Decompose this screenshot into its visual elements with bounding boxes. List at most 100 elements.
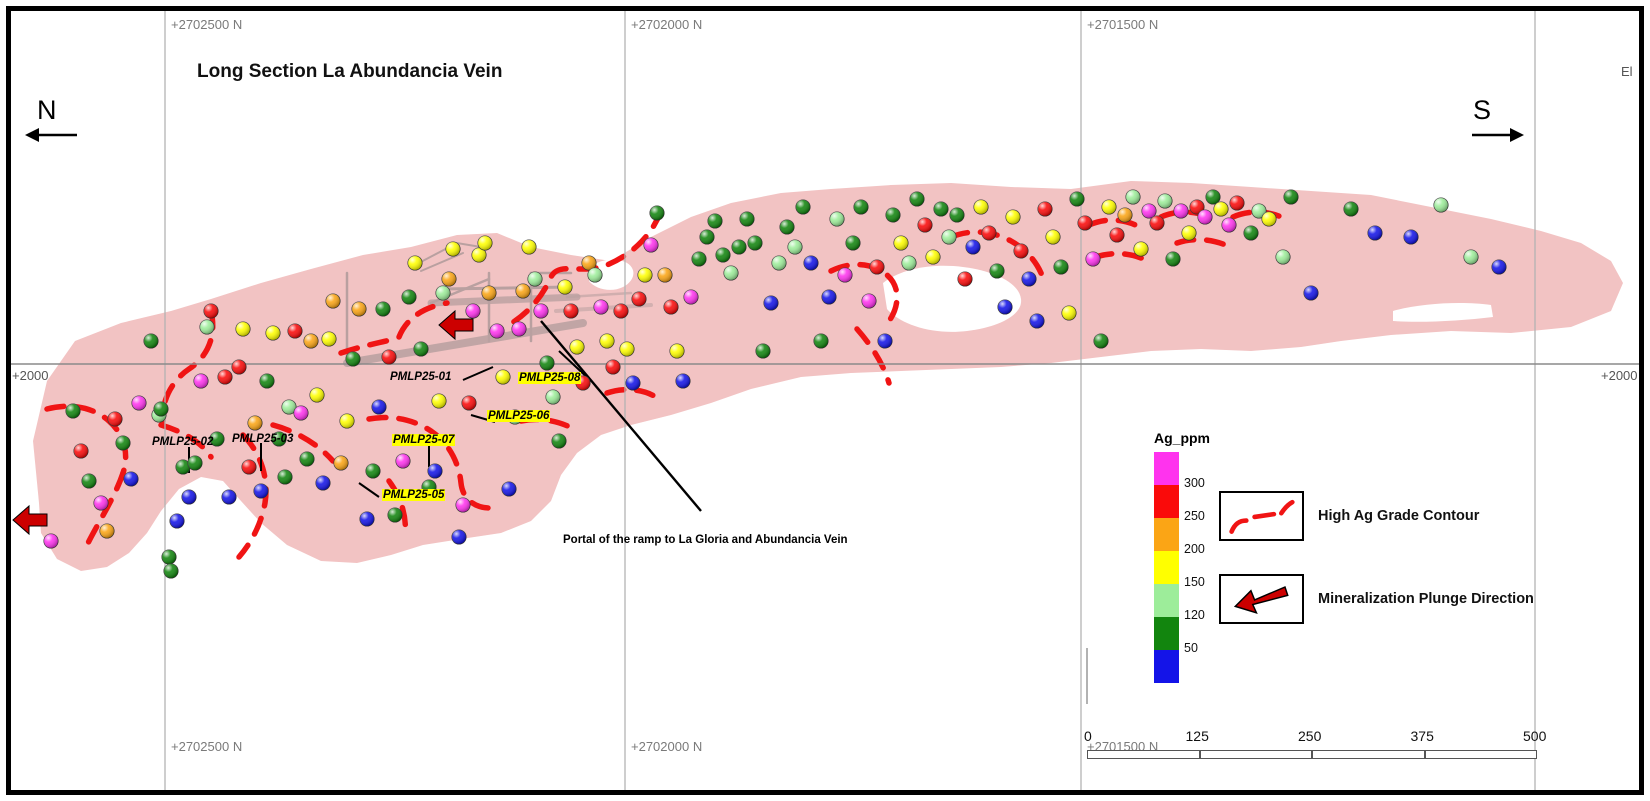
drillhole-label-pmlp25-07[interactable]: PMLP25-07 [392, 434, 456, 446]
assay-point [241, 459, 257, 475]
assay-point [1061, 305, 1077, 321]
assay-point [345, 351, 361, 367]
assay-point [359, 511, 375, 527]
assay-point [1205, 189, 1221, 205]
assay-point [271, 431, 287, 447]
assay-point [123, 471, 139, 487]
assay-point [813, 333, 829, 349]
assay-point [309, 387, 325, 403]
assay-point [643, 237, 659, 253]
legend-label-plunge: Mineralization Plunge Direction [1318, 591, 1534, 607]
assay-point [465, 303, 481, 319]
assay-point [221, 489, 237, 505]
assay-point [131, 395, 147, 411]
assay-point [731, 239, 747, 255]
assay-point [143, 333, 159, 349]
drillhole-label-pmlp25-08[interactable]: PMLP25-08 [518, 372, 582, 384]
assay-point [161, 549, 177, 565]
assay-point [1343, 201, 1359, 217]
assay-point [501, 481, 517, 497]
assay-point [675, 373, 691, 389]
assay-point [925, 249, 941, 265]
assay-point [375, 301, 391, 317]
assay-point [315, 475, 331, 491]
assay-point [1275, 249, 1291, 265]
drillhole-label-pmlp25-02[interactable]: PMLP25-02 [152, 436, 214, 448]
assay-point [43, 533, 59, 549]
assay-point [81, 473, 97, 489]
colorbar-tick-150: 150 [1184, 575, 1205, 589]
assay-point [795, 199, 811, 215]
assay-point [371, 399, 387, 415]
assay-point [187, 455, 203, 471]
assay-point [877, 333, 893, 349]
assay-point [1029, 313, 1045, 329]
assay-point [481, 285, 497, 301]
colorbar-swatch-5 [1154, 617, 1179, 650]
legend-panel: Ag_ppm 300 250 200 150 120 50 High Ag Grade C… [1136, 416, 1616, 706]
legend-label-contour: High Ag Grade Contour [1318, 508, 1480, 524]
assay-point [265, 325, 281, 341]
drillhole-label-pmlp25-06[interactable]: PMLP25-06 [487, 410, 551, 422]
assay-point [231, 359, 247, 375]
assay-point [625, 375, 641, 391]
assay-point [1005, 209, 1021, 225]
colorbar-tick-250: 250 [1184, 509, 1205, 523]
assay-point [637, 267, 653, 283]
assay-point [965, 239, 981, 255]
assay-point [451, 529, 467, 545]
assay-point [557, 279, 573, 295]
assay-point [1433, 197, 1449, 213]
colorbar-swatch-1 [1154, 485, 1179, 518]
assay-point [861, 293, 877, 309]
assay-point [649, 205, 665, 221]
assay-point [1165, 251, 1181, 267]
elevation-label-left: +2000 [12, 368, 49, 383]
assay-point [715, 247, 731, 263]
assay-point [933, 201, 949, 217]
assay-point [747, 235, 763, 251]
scale-label-125: 125 [1185, 728, 1209, 744]
assay-point [489, 323, 505, 339]
colorbar-tick-200: 200 [1184, 542, 1205, 556]
assay-point [1283, 189, 1299, 205]
assay-point [199, 319, 215, 335]
assay-point [413, 341, 429, 357]
assay-point [829, 211, 845, 227]
drillhole-label-pmlp25-01[interactable]: PMLP25-01 [390, 371, 452, 383]
assay-point [593, 299, 609, 315]
compass-north-letter: N [37, 95, 57, 125]
vein-hole-2 [589, 259, 634, 290]
assay-point [181, 489, 197, 505]
colorbar-swatch-3 [1154, 551, 1179, 584]
assay-point [65, 403, 81, 419]
scale-label-375: 375 [1410, 728, 1434, 744]
assay-point [917, 217, 933, 233]
assay-point [581, 255, 597, 271]
assay-point [821, 289, 837, 305]
colorbar-swatch-6 [1154, 650, 1179, 683]
drillhole-label-pmlp25-03[interactable]: PMLP25-03 [232, 433, 294, 445]
assay-point [893, 235, 909, 251]
high-grade-contours[interactable] [44, 208, 1292, 560]
assay-point [1221, 217, 1237, 233]
assay-point [599, 333, 615, 349]
assay-point [853, 199, 869, 215]
assay-point [277, 469, 293, 485]
assay-point [771, 255, 787, 271]
assay-point [1077, 215, 1093, 231]
assay-point [461, 395, 477, 411]
assay-point [699, 229, 715, 245]
grid-lines [164, 11, 1536, 790]
grid-label-bottom-0: +2702500 N [171, 739, 243, 754]
assay-point [885, 207, 901, 223]
assay-point [1141, 203, 1157, 219]
assay-point [1229, 195, 1245, 211]
colorbar-swatch-2 [1154, 518, 1179, 551]
drillhole-label-pmlp25-05[interactable]: PMLP25-05 [382, 489, 446, 501]
red-arrow-icon [1233, 586, 1289, 614]
assay-point [333, 455, 349, 471]
assay-point [989, 263, 1005, 279]
ag-ppm-colorbar [1154, 452, 1179, 683]
colorbar-tick-300: 300 [1184, 476, 1205, 490]
